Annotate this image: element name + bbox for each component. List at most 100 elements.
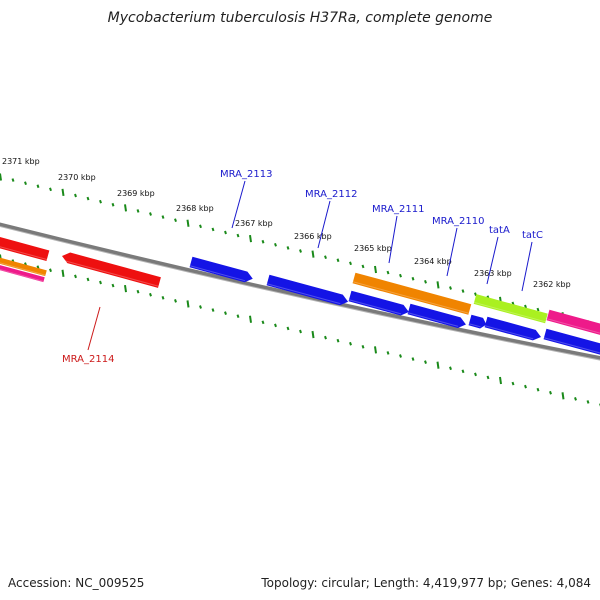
inner-tick-ring [0, 254, 600, 407]
gene-mra-2113 [189, 256, 253, 283]
tick-mark [374, 346, 377, 354]
tick-mark [436, 361, 440, 369]
tick-mark [386, 351, 390, 355]
genome-backbone [0, 222, 600, 361]
gene-label-mra_2111: MRA_2111 [372, 204, 424, 215]
tick-mark [99, 280, 102, 285]
tick-mark [136, 209, 140, 213]
tick-mark [311, 330, 315, 339]
gene-left-red [0, 237, 50, 262]
tick-mark [436, 281, 440, 289]
tick-mark [474, 372, 477, 377]
gene-left-red-shade [0, 246, 48, 260]
tick-mark [524, 304, 527, 309]
tick-mark [61, 269, 65, 277]
leader-line-mra_2111 [388, 215, 398, 264]
gene-tatc [484, 316, 542, 341]
gene-features [0, 237, 600, 355]
tick-mark [274, 323, 277, 328]
tick-mark [311, 250, 315, 258]
gene-mra-2111-shade [348, 299, 402, 315]
leader-line-tata [486, 236, 499, 285]
tick-mark [349, 341, 352, 346]
tick-mark [449, 366, 452, 371]
gene-pink-right-shade [546, 318, 600, 334]
gene-lime-outer-shade [473, 301, 546, 323]
leader-line-mra_2114 [87, 306, 101, 351]
gene-blue-right-shade [543, 337, 600, 354]
tick-mark [36, 184, 40, 189]
gene-label-mra_2113: MRA_2113 [220, 169, 272, 180]
tick-mark [399, 354, 402, 358]
tick-mark [286, 246, 290, 250]
tick-mark [136, 289, 140, 294]
tick-mark [186, 300, 190, 308]
tick-mark [286, 326, 290, 331]
backbone-strand-highlight [0, 225, 600, 361]
tick-mark [299, 329, 302, 334]
gene-mra-2110 [407, 303, 466, 328]
tick-mark [349, 261, 352, 266]
tick-mark [161, 295, 165, 300]
tick-mark [24, 181, 27, 185]
gene-mra-2114 [62, 252, 161, 288]
tick-mark [124, 204, 127, 212]
tick-mark [0, 173, 2, 181]
tick-mark [424, 360, 427, 364]
tick-mark [86, 196, 90, 201]
tick-mark [174, 218, 177, 222]
gene-blue-right [543, 328, 600, 355]
tick-mark [499, 376, 502, 385]
tick-label-2369: 2369 kbp [117, 189, 155, 198]
tick-mark [199, 305, 202, 309]
tick-mark [411, 276, 415, 281]
tick-mark [211, 308, 215, 312]
tick-mark [224, 311, 227, 315]
tick-mark [361, 264, 365, 269]
tick-mark [224, 230, 227, 235]
tick-mark [99, 199, 102, 204]
tick-label-2367: 2367 kbp [235, 219, 273, 228]
tick-mark [424, 280, 427, 284]
tick-mark [49, 187, 52, 192]
tick-mark [149, 212, 152, 216]
leader-line-mra_2112 [317, 200, 331, 249]
tick-mark [249, 235, 252, 243]
tick-mark [574, 397, 577, 401]
accession-text: Accession: NC_009525 [8, 576, 145, 590]
tick-mark [399, 273, 402, 278]
tick-mark [536, 307, 540, 312]
tick-mark [324, 335, 327, 340]
tick-mark [536, 387, 540, 392]
tick-mark [374, 265, 377, 274]
tick-mark [299, 249, 302, 253]
tick-mark [61, 188, 65, 197]
tick-mark [461, 289, 465, 293]
tick-mark [211, 227, 215, 232]
gene-label-mra_2114: MRA_2114 [62, 354, 114, 365]
tick-label-2364: 2364 kbp [414, 257, 452, 266]
tick-mark [511, 381, 515, 386]
tick-mark [386, 270, 390, 275]
tick-mark [74, 193, 77, 198]
gene-lime-outer [473, 294, 548, 324]
gene-mra-2112-shade [266, 283, 341, 305]
tick-label-2368: 2368 kbp [176, 204, 214, 213]
tick-mark [249, 315, 252, 323]
tick-mark [236, 314, 240, 319]
tick-label-2371: 2371 kbp [2, 157, 40, 166]
tick-mark [186, 219, 190, 227]
tick-mark [336, 338, 340, 343]
leader-line-mra_2110 [446, 227, 458, 277]
tick-labels: 2371 kbp 2370 kbp 2369 kbp 2368 kbp 2367 kbp… [2, 157, 571, 289]
gene-mra-2112 [266, 274, 349, 306]
genome-summary-text: Topology: circular; Length: 4,419,977 bp… [261, 576, 591, 590]
gene-tata-shade [468, 323, 481, 328]
tick-label-2363: 2363 kbp [474, 269, 512, 278]
gene-tata [468, 314, 487, 329]
gene-mra-2114-shade [60, 259, 159, 287]
leader-line-mra_2113 [231, 180, 246, 229]
tick-label-2370: 2370 kbp [58, 173, 96, 182]
tick-mark [174, 299, 177, 303]
